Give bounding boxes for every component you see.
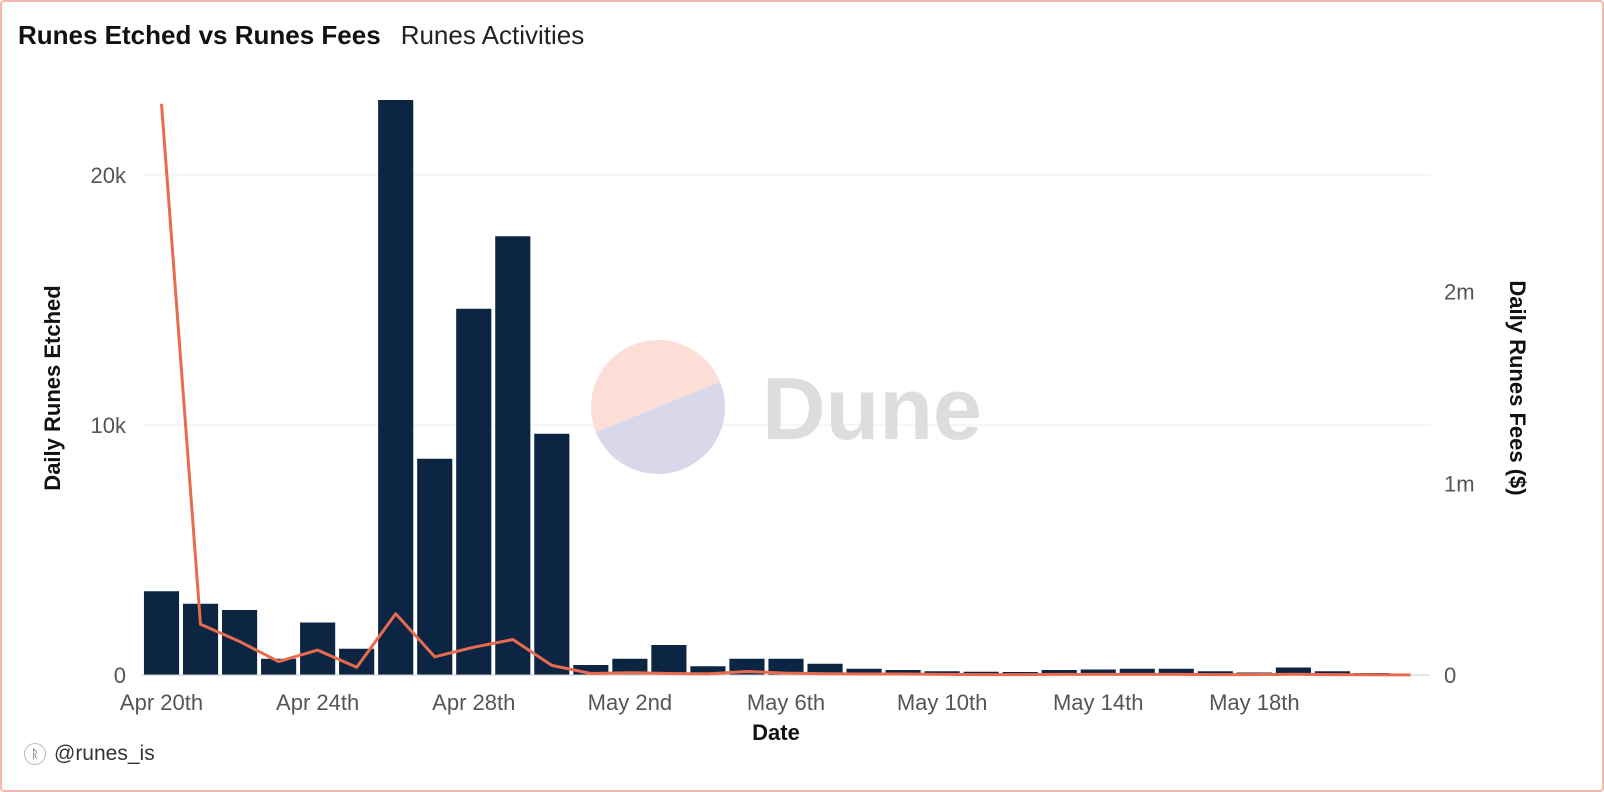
x-tick-label: May 2nd <box>588 690 672 715</box>
x-tick-label: Apr 28th <box>432 690 515 715</box>
x-tick-label: Apr 20th <box>120 690 203 715</box>
bar <box>846 668 882 675</box>
x-tick-label: May 18th <box>1209 690 1300 715</box>
bar <box>456 308 492 675</box>
y2-tick-label: 2m <box>1444 280 1475 305</box>
y-tick-label: 20k <box>91 163 127 188</box>
y-tick-label: 10k <box>91 413 127 438</box>
footer: ᚱ @runes_is <box>24 742 155 766</box>
bar <box>534 433 570 675</box>
bar <box>417 458 453 675</box>
chart-header: Runes Etched vs Runes Fees Runes Activit… <box>18 20 584 51</box>
watermark-logo-bottom <box>595 381 726 475</box>
bar <box>1158 668 1194 675</box>
bar <box>143 591 180 675</box>
y-tick-label: 0 <box>114 663 126 688</box>
bar <box>1041 670 1077 675</box>
fees-line <box>160 103 1411 677</box>
bar <box>1080 669 1116 675</box>
bar <box>261 658 297 675</box>
bar <box>495 236 531 675</box>
chart-title: Runes Etched vs Runes Fees <box>18 20 381 50</box>
bar <box>690 666 726 675</box>
watermark-logo-top <box>591 340 721 433</box>
bar <box>1275 667 1311 675</box>
x-tick-label: May 14th <box>1053 690 1144 715</box>
x-tick-label: May 6th <box>747 690 825 715</box>
watermark-text: Dune <box>762 359 982 458</box>
bar <box>378 100 414 675</box>
bar <box>651 645 687 675</box>
x-tick-label: May 10th <box>897 690 988 715</box>
bar <box>807 663 843 675</box>
y2-axis-title: Daily Runes Fees ($) <box>1505 280 1530 495</box>
bar <box>573 665 609 675</box>
footer-handle: @runes_is <box>54 742 155 765</box>
chart-subtitle: Runes Activities <box>400 20 585 50</box>
y2-tick-label: 0 <box>1444 663 1456 688</box>
bar <box>612 658 648 675</box>
runes-logo-icon: ᚱ <box>24 743 46 765</box>
y-axis-title: Daily Runes Etched <box>40 285 65 490</box>
bar <box>1119 668 1155 675</box>
bar <box>768 658 804 675</box>
x-tick-label: Apr 24th <box>276 690 359 715</box>
bar <box>885 670 921 675</box>
x-axis-title: Date <box>752 720 800 745</box>
y2-tick-label: 1m <box>1444 471 1475 496</box>
